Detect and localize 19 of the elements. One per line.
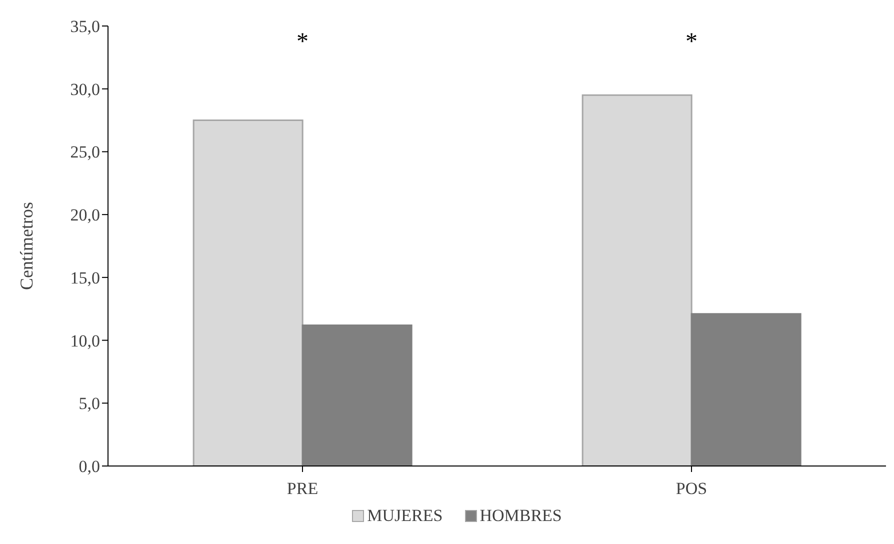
y-tick-label: 25,0 bbox=[70, 142, 100, 162]
y-tick-label: 30,0 bbox=[70, 80, 100, 99]
x-tick-label: POS bbox=[676, 479, 708, 498]
y-tick-label: 10,0 bbox=[70, 331, 100, 350]
bar bbox=[302, 324, 412, 466]
annotation: * bbox=[296, 29, 308, 56]
legend-label: MUJERES bbox=[366, 506, 443, 526]
x-tick-label: PRE bbox=[286, 479, 318, 498]
y-tick-label: 20,0 bbox=[70, 206, 100, 225]
y-tick-label: 35,0 bbox=[70, 17, 100, 36]
bar bbox=[690, 313, 802, 466]
y-tick-label: 0,0 bbox=[78, 457, 100, 476]
y-axis-title: Centímetros bbox=[16, 202, 36, 290]
y-tick-label: 5,0 bbox=[78, 394, 100, 414]
bar bbox=[192, 120, 304, 466]
legend-label: HOMBRES bbox=[478, 506, 562, 526]
bar bbox=[582, 94, 692, 466]
y-tick-label: 15,0 bbox=[70, 268, 100, 288]
annotation: * bbox=[686, 29, 698, 56]
